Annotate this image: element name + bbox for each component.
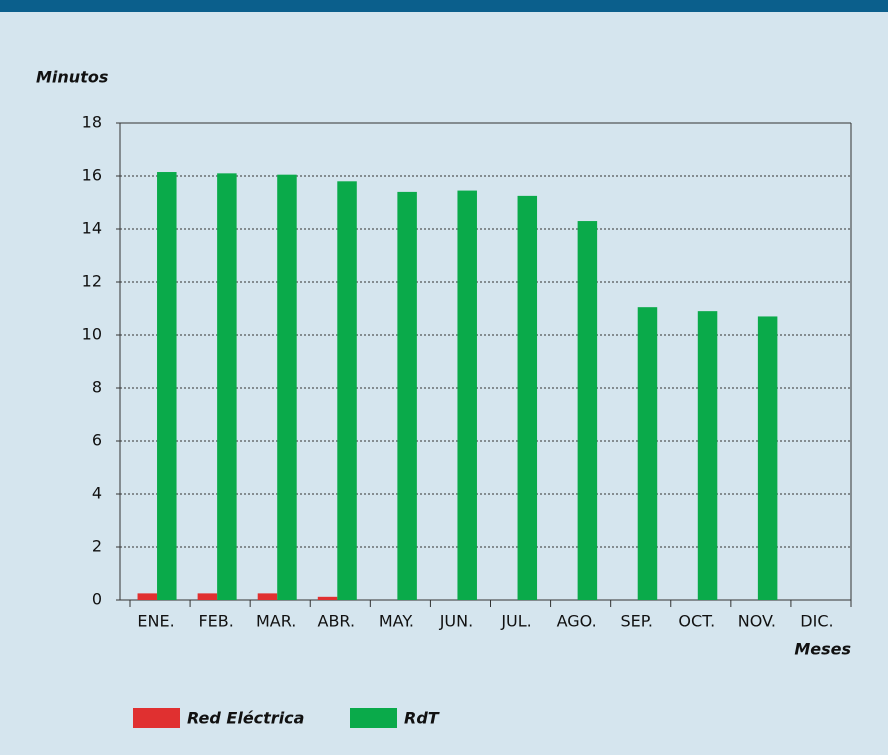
bar — [317, 596, 338, 600]
legend-label: Red Eléctrica — [187, 709, 304, 728]
bar — [217, 173, 237, 600]
bar — [397, 191, 417, 600]
y-tick-label: 16 — [82, 166, 102, 185]
y-tick-label: 4 — [92, 484, 102, 503]
x-tick-label: ENE. — [137, 612, 174, 631]
bar — [457, 190, 477, 600]
bar — [277, 174, 297, 601]
legend-swatch — [133, 708, 180, 728]
bar — [697, 311, 718, 600]
y-tick-label: 12 — [82, 272, 102, 291]
bar — [757, 316, 778, 600]
x-tick-label: NOV. — [738, 612, 776, 631]
x-tick-label: MAY. — [379, 612, 414, 631]
y-tick-label: 8 — [92, 378, 102, 397]
bar — [157, 172, 177, 600]
bar — [197, 593, 218, 600]
bar — [257, 593, 278, 600]
y-tick-label: 6 — [92, 431, 102, 450]
y-tick-label: 10 — [82, 325, 102, 344]
x-tick-label: SEP. — [620, 612, 653, 631]
x-tick-label: OCT. — [678, 612, 715, 631]
x-axis-label: Meses — [794, 640, 851, 659]
x-tick-label: JUL. — [500, 612, 531, 631]
bar — [577, 221, 598, 601]
x-tick-label: MAR. — [256, 612, 296, 631]
bar — [337, 181, 357, 601]
y-tick-label: 0 — [92, 590, 102, 609]
bar — [137, 593, 158, 600]
y-tick-label: 14 — [82, 219, 102, 238]
legend-label: RdT — [404, 709, 440, 728]
x-tick-label: AGO. — [557, 612, 597, 631]
x-tick-label: DIC. — [800, 612, 833, 631]
y-tick-label: 18 — [82, 113, 102, 132]
x-tick-label: JUN. — [439, 612, 473, 631]
y-axis-label: Minutos — [36, 68, 108, 87]
header-band — [0, 0, 888, 12]
bar — [517, 195, 538, 600]
x-tick-label: ABR. — [318, 612, 356, 631]
x-tick-label: FEB. — [198, 612, 233, 631]
bar — [637, 307, 658, 600]
y-tick-label: 2 — [92, 537, 102, 556]
legend-swatch — [350, 708, 397, 728]
